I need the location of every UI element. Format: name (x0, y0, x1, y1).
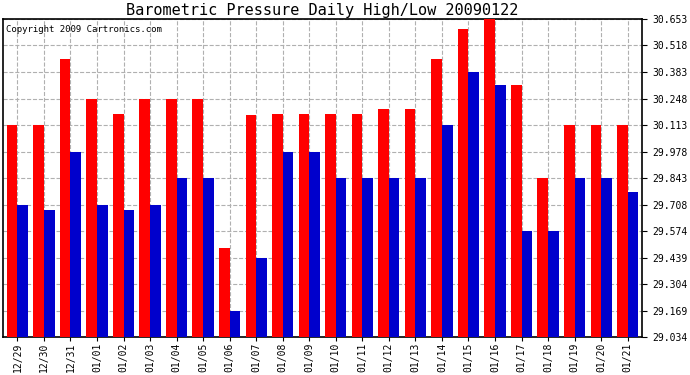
Bar (458, 29, 469, 337)
Bar (7, 125, 17, 337)
Bar (139, 99, 150, 337)
Bar (511, 86, 522, 337)
Bar (617, 125, 628, 337)
Bar (256, 258, 267, 337)
Bar (469, 72, 479, 337)
Bar (230, 311, 240, 337)
Bar (283, 152, 293, 337)
Bar (389, 178, 400, 337)
Bar (548, 231, 559, 337)
Bar (166, 99, 177, 337)
Bar (17, 205, 28, 337)
Bar (124, 210, 134, 337)
Bar (309, 152, 320, 337)
Bar (33, 125, 44, 337)
Bar (601, 178, 612, 337)
Bar (405, 109, 415, 337)
Bar (150, 205, 161, 337)
Bar (86, 99, 97, 337)
Bar (362, 178, 373, 337)
Bar (336, 178, 346, 337)
Bar (495, 86, 506, 337)
Bar (113, 114, 124, 337)
Bar (522, 231, 532, 337)
Bar (193, 99, 203, 337)
Bar (203, 178, 214, 337)
Bar (272, 114, 283, 337)
Bar (591, 125, 601, 337)
Text: Copyright 2009 Cartronics.com: Copyright 2009 Cartronics.com (6, 25, 162, 34)
Bar (431, 59, 442, 337)
Bar (219, 248, 230, 337)
Bar (564, 125, 575, 337)
Bar (442, 125, 453, 337)
Bar (378, 109, 389, 337)
Bar (299, 114, 309, 337)
Title: Barometric Pressure Daily High/Low 20090122: Barometric Pressure Daily High/Low 20090… (126, 3, 519, 18)
Bar (70, 152, 81, 337)
Bar (97, 205, 108, 337)
Bar (538, 178, 548, 337)
Bar (628, 192, 638, 337)
Bar (352, 114, 362, 337)
Bar (575, 178, 585, 337)
Bar (44, 210, 55, 337)
Bar (60, 59, 70, 337)
Bar (415, 178, 426, 337)
Bar (177, 178, 187, 337)
Bar (484, 19, 495, 337)
Bar (246, 115, 256, 337)
Bar (325, 114, 336, 337)
